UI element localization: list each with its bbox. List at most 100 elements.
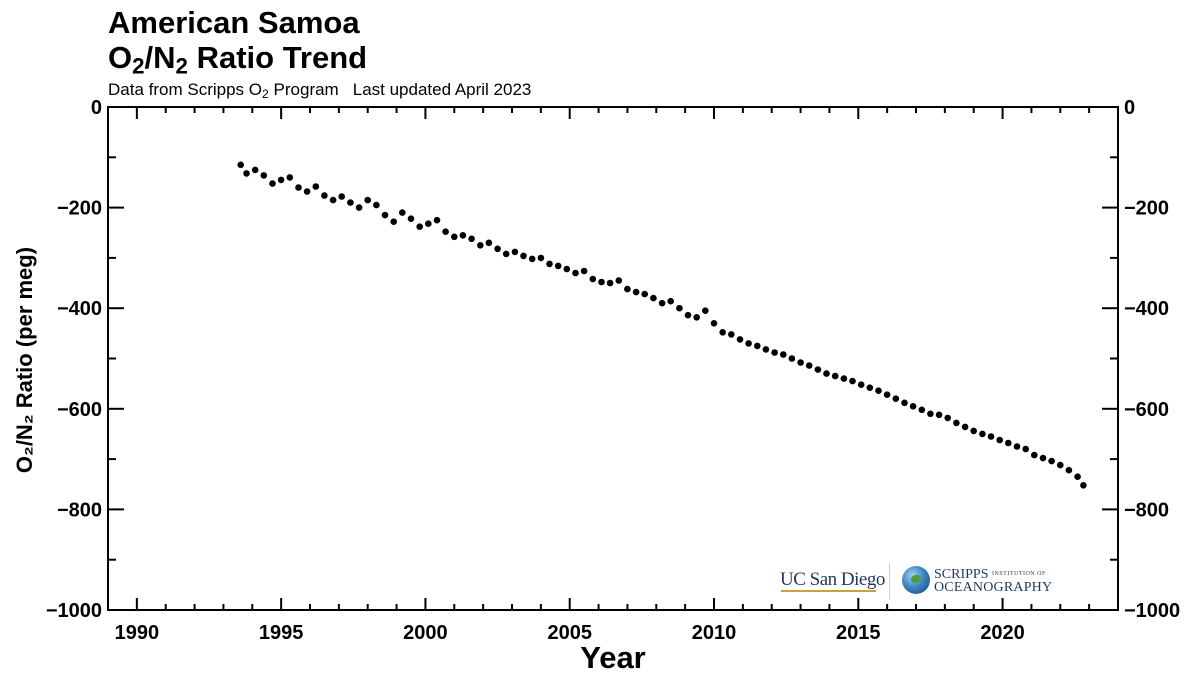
data-point (979, 430, 986, 438)
x-tick-label: 2020 (980, 622, 1025, 644)
data-point (468, 235, 475, 243)
data-point (892, 395, 900, 403)
data-point (875, 387, 882, 395)
data-point (1031, 451, 1038, 459)
data-point (269, 180, 276, 187)
y-tick-label-left: −400 (57, 298, 102, 320)
scripps-globe-icon (902, 566, 930, 594)
data-point (762, 346, 770, 353)
data-point (373, 201, 380, 209)
data-point (260, 172, 268, 179)
data-point (554, 262, 562, 270)
x-tick-label: 1990 (115, 622, 160, 644)
data-point (857, 381, 865, 389)
chart-subtitle: Data from Scripps O2 Program Last updated… (108, 80, 532, 102)
data-point (321, 192, 328, 199)
data-point (580, 267, 588, 275)
x-tick-label: 2005 (547, 622, 592, 644)
data-point (710, 320, 718, 327)
x-tick-label: 2015 (836, 622, 881, 644)
y-tick-label-left: 0 (91, 97, 102, 119)
y-tick-label-right: −1000 (1124, 600, 1180, 622)
data-point (632, 288, 640, 296)
data-point (546, 260, 553, 268)
data-point (624, 285, 631, 293)
data-point (693, 314, 700, 321)
data-point (416, 223, 424, 230)
scripps-logo-line2: OCEANOGRAPHY (934, 580, 1053, 595)
data-point (615, 277, 623, 284)
data-point (295, 184, 302, 191)
data-point (684, 311, 692, 319)
data-point (771, 349, 778, 356)
data-point (953, 419, 960, 427)
data-point (805, 362, 813, 369)
data-point (494, 245, 501, 253)
data-point (237, 161, 244, 169)
data-point (485, 239, 493, 247)
data-point (338, 193, 346, 200)
data-point (1013, 443, 1021, 450)
y-tick-label-left: −800 (57, 499, 102, 521)
data-point (1080, 482, 1087, 489)
data-point (719, 329, 726, 336)
y-tick-label-left: −1000 (46, 600, 102, 622)
data-point (399, 209, 406, 216)
data-point (996, 436, 1003, 444)
data-point (520, 252, 527, 260)
data-point (909, 403, 917, 410)
x-tick-label: 2010 (692, 622, 737, 644)
data-point (788, 355, 796, 362)
last-updated-text: Last updated April 2023 (352, 80, 532, 99)
data-point (866, 384, 874, 392)
data-point (407, 215, 415, 222)
y-tick-label-right: −200 (1124, 198, 1169, 220)
data-point (381, 211, 389, 219)
data-point (347, 199, 354, 206)
y-axis-label: O₂/N₂ Ratio (per meg) (12, 247, 37, 473)
data-point (598, 278, 605, 286)
data-point (702, 307, 709, 315)
data-point (277, 176, 285, 184)
x-tick-label: 2000 (403, 622, 448, 644)
data-point (987, 433, 995, 440)
data-point (329, 196, 337, 204)
data-point (1039, 454, 1047, 462)
data-point (303, 188, 311, 195)
data-point (650, 294, 657, 302)
data-point (425, 220, 432, 227)
data-points (237, 161, 1087, 489)
data-point (251, 166, 259, 174)
data-point (754, 342, 761, 350)
data-point (918, 406, 926, 414)
data-point (451, 233, 458, 241)
data-point (1048, 457, 1055, 465)
data-point (935, 411, 943, 419)
plot-frame (107, 106, 1119, 611)
data-point (728, 331, 735, 338)
data-point (511, 248, 519, 256)
data-point (676, 304, 683, 312)
scripps-logo-line1: SCRIPPS INSTITUTION OF (934, 567, 1046, 582)
data-point (477, 242, 484, 249)
data-point (849, 377, 856, 385)
data-point (901, 399, 908, 407)
data-point (286, 174, 294, 181)
data-point (1065, 466, 1073, 474)
data-point (667, 297, 674, 305)
data-point (944, 414, 951, 422)
y-tick-label-left: −600 (57, 399, 102, 421)
data-point (355, 204, 363, 211)
y-tick-label-right: −600 (1124, 399, 1169, 421)
data-point (390, 218, 398, 225)
y-tick-label-right: −800 (1124, 499, 1169, 521)
data-point (840, 375, 848, 382)
data-point (736, 336, 744, 343)
data-point (970, 427, 977, 435)
data-point (658, 299, 666, 307)
data-point (364, 196, 372, 204)
data-point (459, 232, 467, 239)
data-point (528, 255, 536, 263)
data-point (589, 275, 597, 283)
